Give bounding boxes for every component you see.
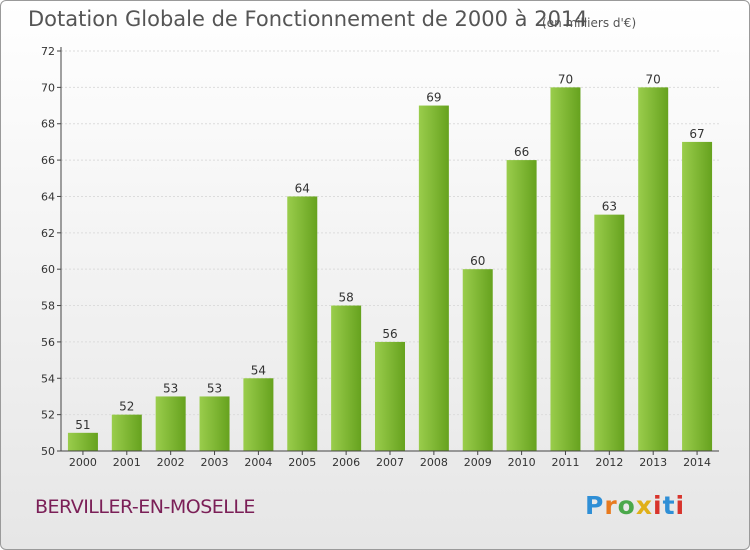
data-label: 51 [75,418,90,432]
bar-2005 [287,196,318,451]
bar-2001 [111,414,142,451]
bar-2007 [375,341,405,451]
data-label: 58 [338,291,353,305]
bar-2014 [682,141,713,451]
y-tick-label: 72 [41,45,55,58]
data-label: 53 [207,381,222,395]
bar-2004 [243,378,274,451]
x-tick-label: 2005 [288,456,316,469]
data-label: 67 [689,127,704,141]
chart-title: Dotation Globale de Fonctionnement de 20… [28,7,588,31]
x-tick-label: 2004 [244,456,272,469]
proxiti-logo[interactable]: Proxiti [585,491,686,520]
data-label: 53 [163,381,178,395]
data-label: 69 [426,91,441,105]
data-label: 66 [514,145,529,159]
y-tick-label: 50 [41,445,55,458]
data-label: 63 [602,200,617,214]
x-tick-label: 2010 [508,456,536,469]
y-tick-label: 62 [41,227,55,240]
bar-2009 [462,269,493,451]
y-tick-label: 70 [41,81,55,94]
data-label: 64 [295,181,310,195]
y-tick-label: 54 [41,372,55,385]
bar-2000 [67,432,98,451]
data-label: 54 [251,363,266,377]
y-tick-label: 66 [41,154,55,167]
x-tick-label: 2000 [69,456,97,469]
x-tick-label: 2011 [551,456,579,469]
x-tick-label: 2006 [332,456,360,469]
x-tick-label: 2002 [157,456,185,469]
bar-2006 [331,305,362,451]
data-label: 52 [119,400,134,414]
x-tick-label: 2013 [639,456,667,469]
y-tick-label: 56 [41,336,55,349]
x-tick-label: 2012 [595,456,623,469]
bars [67,87,713,451]
bar-2013 [638,87,669,451]
data-label: 60 [470,254,485,268]
bar-2011 [550,87,581,451]
x-tick-label: 2003 [201,456,229,469]
bar-2003 [199,396,230,451]
x-tick-label: 2009 [464,456,492,469]
bar-2008 [418,105,449,451]
x-tick-label: 2014 [683,456,711,469]
bar-2010 [506,160,537,451]
chart-unit: (en milliers d'€) [542,16,637,30]
axes: 50 52 54 56 58 60 62 64 66 68 70 72 2000 2001 2002 2003… [41,45,719,469]
y-tick-label: 64 [41,190,55,203]
data-label: 70 [558,72,573,86]
x-tick-label: 2007 [376,456,404,469]
x-tick-label: 2001 [113,456,141,469]
data-labels: 51 52 53 53 54 64 58 56 69 60 66 70 63 70 67 [75,72,704,431]
y-tick-label: 58 [41,300,55,313]
y-tick-label: 52 [41,409,55,422]
y-tick-label: 60 [41,263,55,276]
bar-2002 [155,396,186,451]
y-tick-label: 68 [41,118,55,131]
data-label: 56 [382,327,397,341]
data-label: 70 [646,72,661,86]
bar-2012 [594,214,625,451]
city-name: BERVILLER-EN-MOSELLE [35,496,255,518]
x-tick-label: 2008 [420,456,448,469]
